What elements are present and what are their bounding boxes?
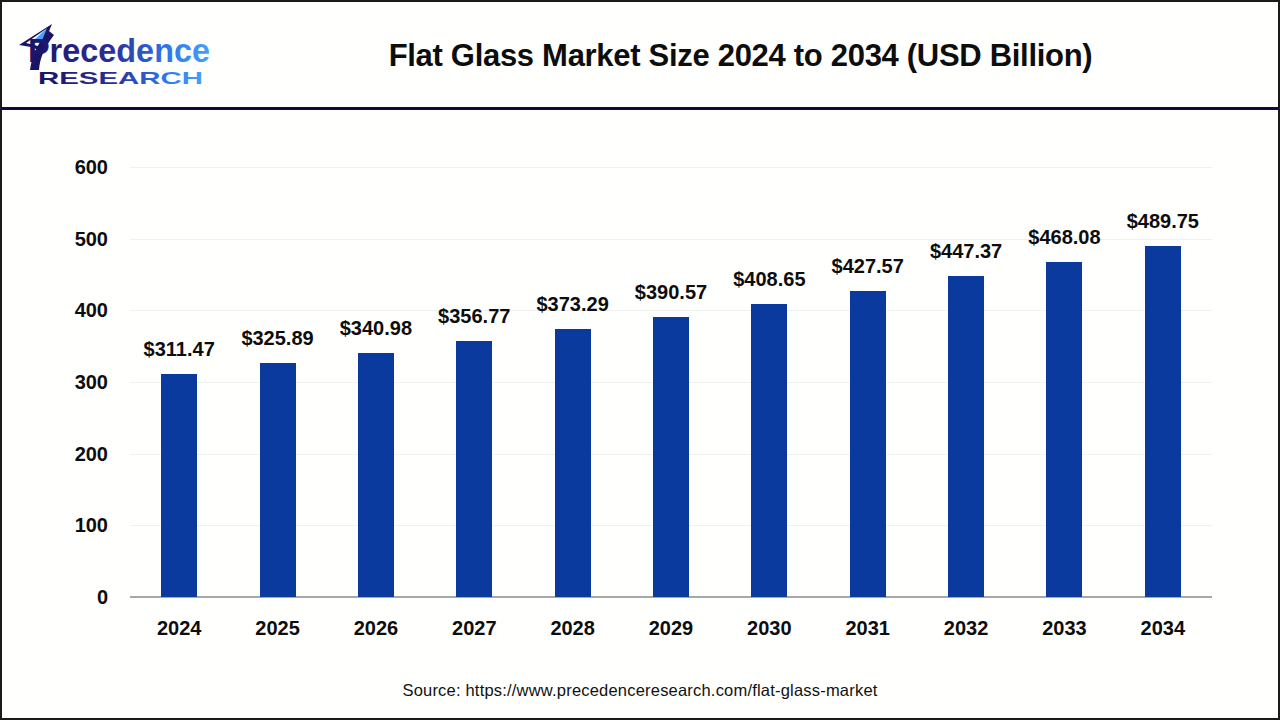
x-axis-label: 2034	[1114, 616, 1212, 640]
x-axis-label: 2032	[917, 616, 1015, 640]
bar	[1145, 246, 1181, 597]
x-axis-label: 2031	[819, 616, 917, 640]
bar-value-label: $489.75	[1098, 209, 1228, 233]
gridline	[130, 167, 1212, 168]
y-axis-label: 200	[38, 443, 108, 465]
x-axis-label: 2030	[720, 616, 818, 640]
bar	[948, 276, 984, 597]
y-axis-label: 0	[38, 586, 108, 608]
x-axis-label: 2027	[425, 616, 523, 640]
infographic-page: Precedence RESEARCH Flat Glass Market Si…	[0, 0, 1280, 720]
x-axis-label: 2033	[1015, 616, 1113, 640]
x-axis-label: 2028	[524, 616, 622, 640]
bar	[850, 291, 886, 597]
bar	[1046, 262, 1082, 597]
bar	[456, 341, 492, 597]
y-axis-label: 100	[38, 514, 108, 536]
bar-chart: 0100200300400500600$311.472024$325.89202…	[2, 2, 1280, 720]
source-text: Source: https://www.precedenceresearch.c…	[2, 681, 1278, 700]
bar	[653, 317, 689, 597]
x-axis-label: 2029	[622, 616, 720, 640]
bar	[260, 363, 296, 597]
x-axis-label: 2026	[327, 616, 425, 640]
bar	[555, 329, 591, 597]
y-axis-label: 400	[38, 299, 108, 321]
y-axis-label: 300	[38, 371, 108, 393]
y-axis-label: 600	[38, 156, 108, 178]
x-axis-label: 2025	[229, 616, 327, 640]
bar	[161, 374, 197, 597]
bar	[358, 353, 394, 597]
x-axis-label: 2024	[130, 616, 228, 640]
y-axis-label: 500	[38, 228, 108, 250]
bar	[751, 304, 787, 597]
